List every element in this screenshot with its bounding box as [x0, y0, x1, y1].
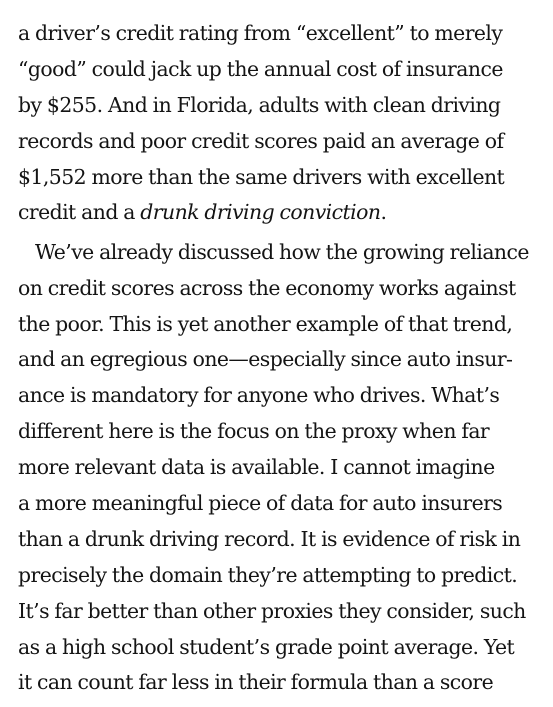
text-line: We’ve already discussed how the growing …: [35, 239, 529, 264]
text-line: “good” could jack up the annual cost of …: [18, 56, 503, 81]
text-fragment: .: [380, 200, 387, 225]
text-line: ance is mandatory for anyone who drives.…: [18, 383, 500, 408]
paragraph-1: a driver’s credit rating from “excellent…: [18, 16, 540, 231]
text-line: than a drunk driving record. It is evide…: [18, 526, 521, 551]
emphasized-phrase: drunk driving conviction: [140, 200, 381, 225]
text-line: It’s far better than other proxies they …: [18, 598, 526, 623]
text-line: and an egregious one—especially since au…: [18, 347, 513, 372]
text-line: $1,552 more than the same drivers with e…: [18, 164, 505, 189]
text-line: on credit scores across the economy work…: [18, 275, 516, 300]
text-line: different here is the focus on the proxy…: [18, 419, 490, 444]
text-line: a more meaningful piece of data for auto…: [18, 490, 503, 515]
text-line: the poor. This is yet another example of…: [18, 311, 513, 336]
text-line: precisely the domain they’re attempting …: [18, 562, 518, 587]
text-line: records and poor credit scores paid an a…: [18, 128, 504, 153]
text-line: more relevant data is available. I canno…: [18, 455, 495, 480]
paragraph-2: We’ve already discussed how the growing …: [18, 235, 540, 702]
text-line: as a high school student’s grade point a…: [18, 634, 515, 659]
book-page: a driver’s credit rating from “excellent…: [18, 16, 540, 701]
text-line: a driver’s credit rating from “excellent…: [18, 21, 503, 45]
text-line: credit and a drunk driving conviction.: [18, 195, 540, 231]
text-line: by $255. And in Florida, adults with cle…: [18, 92, 501, 117]
text-fragment: credit and a: [18, 200, 141, 225]
text-line: it can count far less in their formula t…: [18, 670, 494, 695]
